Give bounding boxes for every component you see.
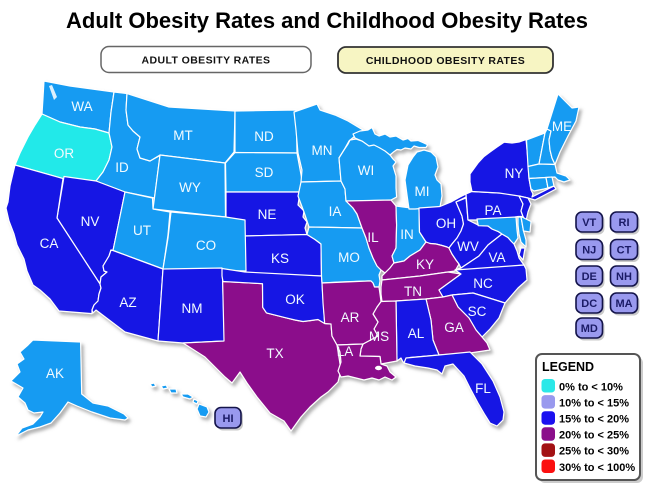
svg-text:NY: NY (505, 166, 524, 181)
svg-text:NJ: NJ (582, 245, 596, 257)
svg-text:MI: MI (415, 184, 430, 199)
svg-text:OR: OR (54, 146, 75, 161)
svg-text:ND: ND (254, 129, 274, 144)
svg-text:ADULT OBESITY RATES: ADULT OBESITY RATES (142, 54, 271, 66)
svg-text:PA: PA (484, 203, 501, 218)
svg-text:OH: OH (436, 216, 456, 231)
svg-text:IA: IA (329, 204, 342, 219)
svg-text:KY: KY (416, 257, 434, 272)
svg-text:20% to < 25%: 20% to < 25% (559, 430, 629, 442)
svg-text:RI: RI (619, 217, 630, 229)
svg-text:LEGEND: LEGEND (542, 360, 594, 374)
svg-text:UT: UT (133, 223, 151, 238)
svg-text:AK: AK (46, 366, 64, 381)
svg-text:NE: NE (258, 207, 277, 222)
svg-text:MN: MN (312, 143, 333, 158)
svg-text:TX: TX (266, 346, 283, 361)
svg-text:CO: CO (196, 238, 216, 253)
svg-text:IN: IN (400, 227, 414, 242)
svg-text:NV: NV (81, 214, 100, 229)
svg-text:ID: ID (115, 160, 129, 175)
svg-text:NH: NH (616, 271, 632, 283)
svg-text:25% to < 30%: 25% to < 30% (559, 446, 629, 458)
svg-text:VT: VT (582, 217, 596, 229)
svg-text:NM: NM (182, 301, 203, 316)
svg-text:FL: FL (475, 381, 491, 396)
svg-text:MO: MO (338, 250, 360, 265)
svg-text:HI: HI (223, 413, 234, 425)
svg-text:WV: WV (457, 239, 479, 254)
svg-text:KS: KS (271, 251, 289, 266)
svg-text:GA: GA (444, 320, 464, 335)
svg-text:CT: CT (617, 245, 632, 257)
svg-text:MD: MD (581, 323, 598, 335)
svg-text:10% to < 15%: 10% to < 15% (559, 397, 629, 409)
svg-text:DE: DE (582, 271, 597, 283)
svg-text:SC: SC (468, 304, 487, 319)
svg-text:OK: OK (285, 292, 305, 307)
svg-text:MT: MT (173, 128, 193, 143)
svg-text:CHILDHOOD OBESITY RATES: CHILDHOOD OBESITY RATES (366, 55, 525, 67)
svg-text:NC: NC (473, 276, 493, 291)
svg-text:LA: LA (337, 344, 354, 359)
svg-text:TN: TN (404, 284, 422, 299)
svg-text:15% to < 20%: 15% to < 20% (559, 414, 629, 426)
svg-text:AR: AR (341, 310, 360, 325)
svg-text:CA: CA (40, 236, 59, 251)
svg-text:DC: DC (581, 298, 597, 310)
svg-text:IL: IL (367, 230, 379, 245)
svg-text:AZ: AZ (119, 295, 136, 310)
svg-text:AL: AL (408, 326, 425, 341)
svg-text:MS: MS (369, 329, 389, 344)
svg-text:VA: VA (488, 250, 505, 265)
svg-text:WI: WI (358, 163, 375, 178)
svg-text:Adult Obesity Rates and Childh: Adult Obesity Rates and Childhood Obesit… (66, 8, 588, 33)
svg-text:ME: ME (552, 119, 572, 134)
svg-text:30% to < 100%: 30% to < 100% (559, 462, 635, 474)
svg-text:WA: WA (71, 99, 92, 114)
svg-text:MA: MA (615, 298, 632, 310)
svg-text:SD: SD (255, 165, 274, 180)
svg-text:0% to < 10%: 0% to < 10% (559, 381, 623, 393)
svg-text:WY: WY (179, 180, 201, 195)
